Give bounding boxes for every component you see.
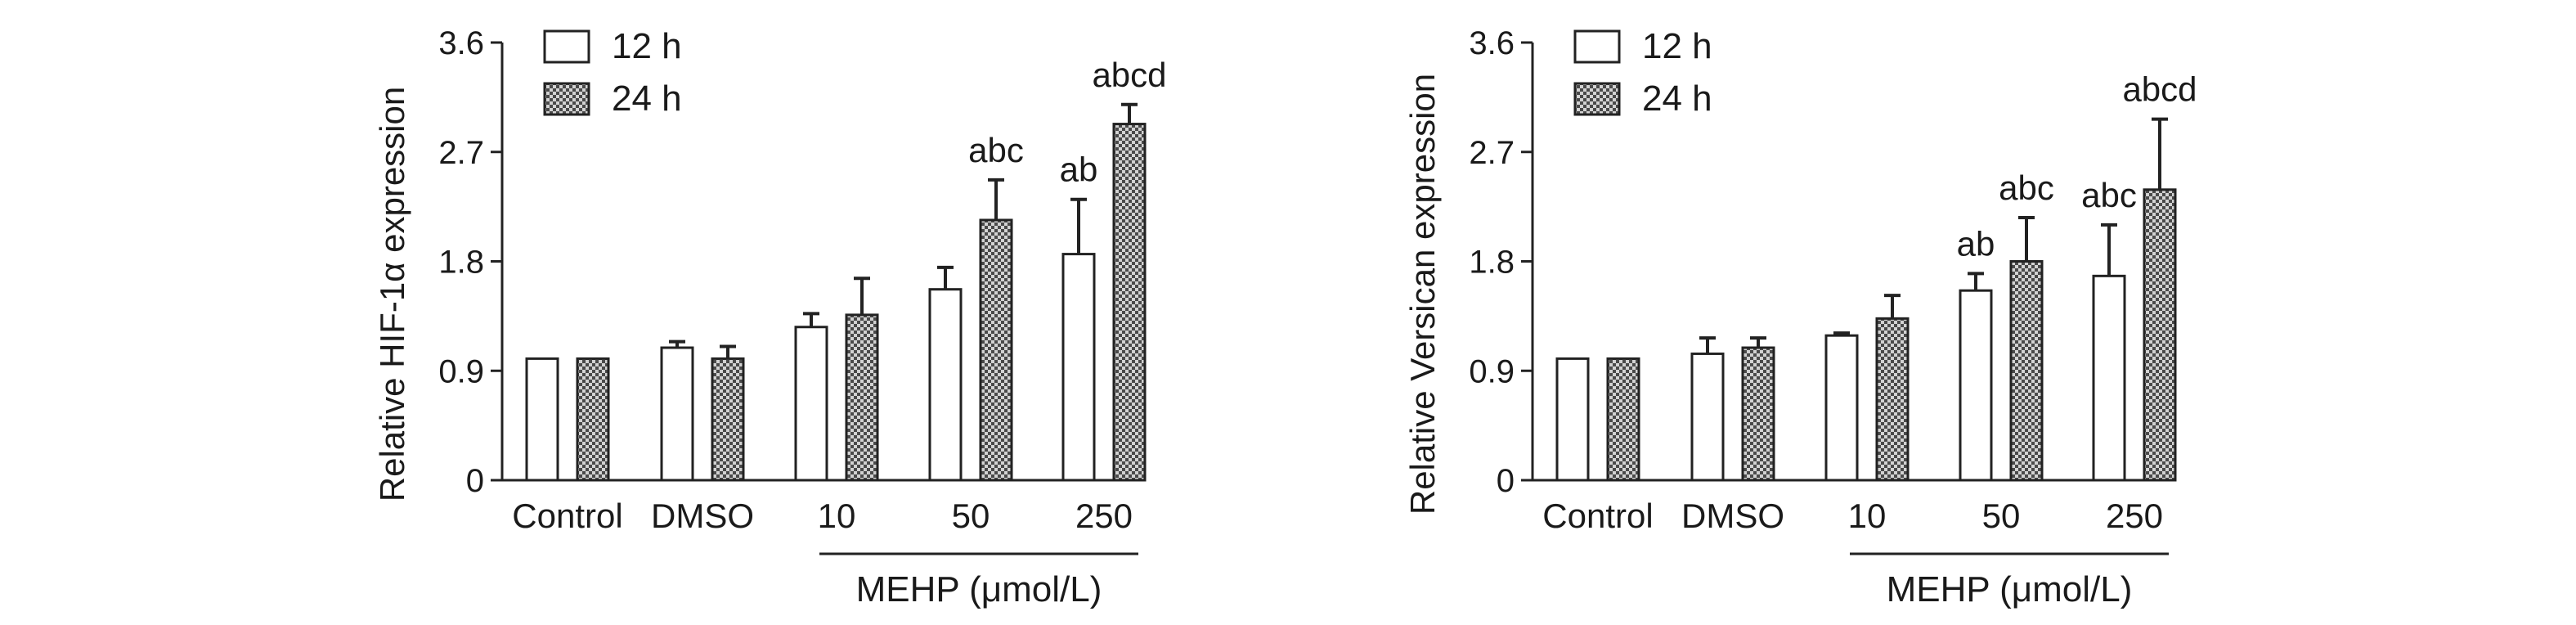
bar-24h — [979, 218, 1013, 482]
x-tick-label: 50 — [1982, 497, 2021, 535]
significance-label: abc — [1999, 169, 2054, 207]
bar-24h — [576, 357, 610, 482]
significance-label: abcd — [2122, 70, 2197, 109]
y-tick-label: 2.7 — [438, 135, 484, 171]
bar-12h — [794, 326, 828, 482]
chart-panel-1: 0 0.9 1.8 2.7 3.6 Relative HIF-1α expression C… — [373, 25, 1167, 609]
bar-24h — [1741, 346, 1775, 482]
y-tick-label: 0.9 — [438, 353, 484, 389]
group-label: MEHP (μmol/L) — [856, 569, 1102, 609]
bar-24h — [1112, 123, 1147, 482]
x-tick-label: DMSO — [1681, 497, 1784, 535]
legend-label: 24 h — [612, 79, 682, 119]
bar-12h — [2092, 274, 2126, 482]
legend-label: 12 h — [612, 26, 682, 66]
bar-12h — [1555, 357, 1590, 482]
x-tick-label: 250 — [1075, 497, 1133, 535]
legend-swatch — [543, 82, 590, 116]
y-tick-label: 3.6 — [438, 25, 484, 61]
legend-label: 24 h — [1642, 79, 1712, 119]
bar-12h — [1959, 289, 1993, 482]
bar-12h — [928, 288, 963, 482]
bar-24h — [1875, 317, 1910, 482]
significance-label: ab — [1060, 151, 1098, 189]
legend-swatch — [543, 29, 590, 64]
y-axis-title: Relative Versican expression — [1403, 74, 1442, 515]
y-tick-label: 0 — [466, 463, 484, 499]
legend-swatch — [1573, 29, 1621, 64]
x-tick-label: 250 — [2106, 497, 2163, 535]
bar-24h — [845, 313, 879, 482]
bar-24h — [711, 357, 745, 482]
x-tick-label: 10 — [1848, 497, 1887, 535]
bar-12h — [1824, 334, 1859, 482]
x-tick-label: Control — [1542, 497, 1653, 535]
chart-panel-2: 0 0.9 1.8 2.7 3.6 Relative Versican expressio… — [1403, 25, 2197, 609]
bar-24h — [2143, 188, 2177, 482]
y-tick-label: 0 — [1497, 463, 1515, 499]
bar-12h — [1690, 352, 1725, 482]
y-axis-title: Relative HIF-1α expression — [373, 87, 411, 501]
bar-24h — [1606, 357, 1640, 482]
significance-label: abcd — [1092, 56, 1166, 94]
significance-label: ab — [1957, 224, 1995, 263]
significance-label: abc — [968, 131, 1024, 169]
y-tick-label: 2.7 — [1469, 135, 1515, 171]
x-tick-label: 10 — [818, 497, 856, 535]
x-tick-label: Control — [512, 497, 622, 535]
group-label: MEHP (μmol/L) — [1887, 569, 2133, 609]
bar-24h — [2009, 260, 2044, 482]
y-tick-label: 3.6 — [1469, 25, 1515, 61]
significance-label: abc — [2081, 176, 2137, 214]
y-tick-label: 1.8 — [1469, 245, 1515, 281]
bar-12h — [660, 346, 694, 482]
y-tick-label: 1.8 — [438, 245, 484, 281]
x-tick-label: 50 — [952, 497, 990, 535]
legend-swatch — [1573, 82, 1621, 116]
legend-label: 12 h — [1642, 26, 1712, 66]
x-tick-label: DMSO — [651, 497, 754, 535]
bar-12h — [1061, 253, 1096, 482]
y-tick-label: 0.9 — [1469, 353, 1515, 389]
bar-12h — [525, 357, 559, 482]
